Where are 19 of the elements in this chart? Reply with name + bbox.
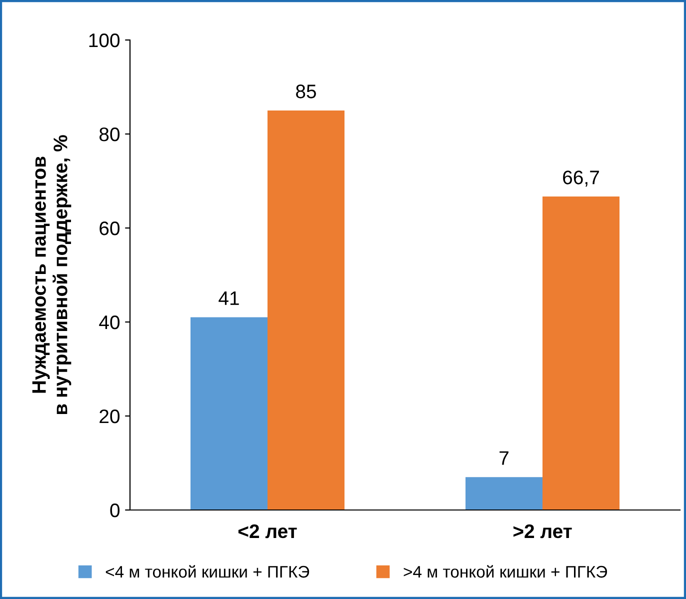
x-tick-label: >2 лет bbox=[513, 524, 572, 538]
y-tick-label: 40 bbox=[99, 315, 120, 330]
x-tick-label: <2 лет bbox=[238, 524, 297, 538]
y-tick-label: 100 bbox=[89, 33, 120, 48]
y-tick-label: 80 bbox=[99, 127, 120, 142]
legend-label: >4 м тонкой кишки + ПГКЭ bbox=[404, 565, 608, 578]
data-label: 66,7 bbox=[563, 170, 599, 187]
y-tick-label: 0 bbox=[110, 503, 120, 518]
bar bbox=[542, 196, 620, 510]
y-tick-label: 20 bbox=[100, 409, 120, 424]
legend-label: <4 м тонкой кишки + ПГКЭ bbox=[106, 565, 310, 578]
bar bbox=[190, 317, 268, 510]
data-label: 41 bbox=[218, 292, 239, 305]
data-label: 85 bbox=[296, 84, 316, 98]
bar bbox=[268, 110, 344, 510]
bar bbox=[466, 477, 542, 510]
y-axis-title: Нуждаемость пациентов в нутритивной поддержке, % bbox=[32, 135, 72, 414]
data-label: 7 bbox=[500, 451, 508, 465]
y-tick-label: 60 bbox=[100, 221, 120, 236]
